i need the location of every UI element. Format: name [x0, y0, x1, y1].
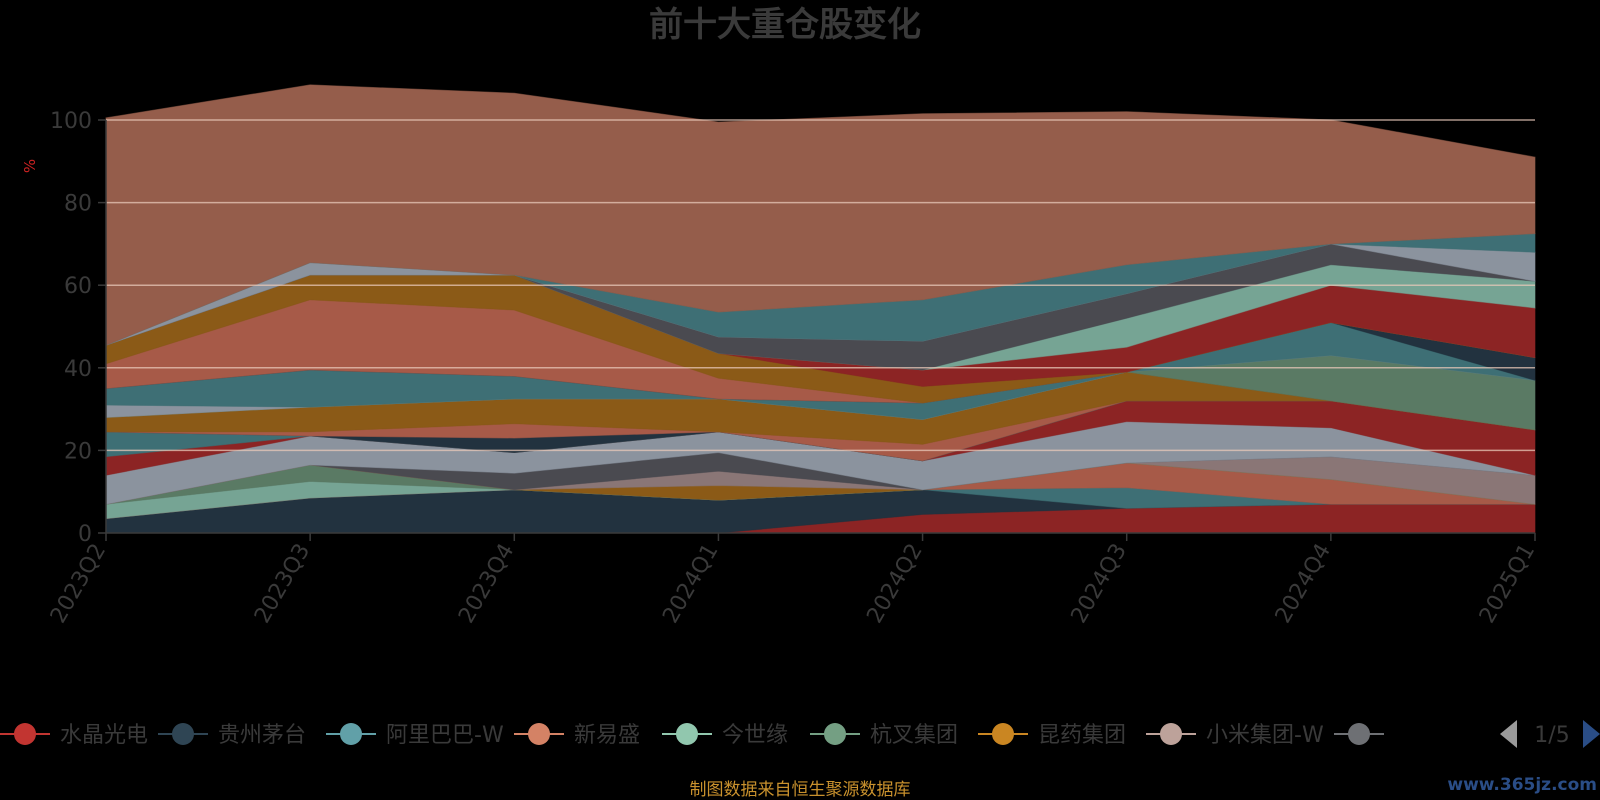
x-tick-label: 2025Q1 [1475, 540, 1540, 628]
legend-label: 小米集团-W [1206, 723, 1324, 748]
x-tick-label: 2024Q2 [862, 540, 927, 628]
legend-item[interactable] [1334, 723, 1384, 745]
next-page-icon[interactable] [1583, 720, 1600, 748]
legend-item[interactable]: 杭叉集团 [810, 723, 958, 748]
watermark: www.365jz.com [1447, 775, 1597, 795]
y-tick-label: 20 [64, 439, 92, 464]
chart-title: 前十大重仓股变化 [649, 5, 921, 45]
legend-label: 贵州茅台 [218, 723, 306, 748]
y-tick-label: 60 [64, 274, 92, 299]
prev-page-icon[interactable] [1500, 720, 1517, 748]
legend-marker [528, 723, 550, 745]
x-tick-label: 2024Q4 [1271, 540, 1336, 628]
legend-item[interactable]: 昆药集团 [978, 723, 1126, 748]
y-tick-label: 80 [64, 192, 92, 217]
y-tick-label: 0 [78, 522, 92, 547]
legend-label: 今世缘 [722, 723, 788, 748]
area-layers [105, 84, 1536, 534]
x-tick-label: 2024Q3 [1067, 540, 1132, 628]
legend-label: 新易盛 [574, 723, 640, 748]
data-source-note: 制图数据来自恒生聚源数据库 [690, 780, 911, 800]
x-tick-label: 2023Q2 [46, 540, 111, 628]
legend-label: 杭叉集团 [870, 723, 958, 748]
legend-marker [824, 723, 846, 745]
legend-marker [172, 723, 194, 745]
legend-item[interactable]: 阿里巴巴-W [326, 723, 504, 748]
legend-label: 水晶光电 [60, 723, 148, 748]
legend-item[interactable]: 贵州茅台 [158, 723, 306, 748]
legend-marker [340, 723, 362, 745]
legend-item[interactable]: 新易盛 [514, 723, 640, 748]
legend-marker [14, 723, 36, 745]
area-series-27 [105, 84, 1536, 346]
legend-item[interactable]: 水晶光电 [0, 723, 148, 748]
y-axis-unit: % [21, 159, 39, 173]
legend: 水晶光电 贵州茅台 阿里巴巴-W 新易盛 今世缘 杭叉集团 昆药集团 小米集团-W [0, 723, 1384, 748]
legend-marker [1160, 723, 1182, 745]
legend-label: 阿里巴巴-W [386, 723, 504, 748]
legend-item[interactable]: 今世缘 [662, 723, 788, 748]
legend-pager: 1/5 [1500, 720, 1600, 748]
y-tick-label: 40 [64, 357, 92, 382]
legend-label: 昆药集团 [1038, 723, 1126, 748]
x-tick-label: 2023Q3 [250, 540, 315, 628]
legend-page-indicator: 1/5 [1534, 723, 1569, 748]
x-tick-label: 2024Q1 [658, 540, 723, 628]
legend-marker [992, 723, 1014, 745]
legend-marker [676, 723, 698, 745]
gridlines [106, 119, 1535, 452]
y-tick-label: 100 [50, 109, 92, 134]
legend-item[interactable]: 小米集团-W [1146, 723, 1324, 748]
legend-marker [1348, 723, 1370, 745]
x-tick-label: 2023Q4 [454, 540, 519, 628]
